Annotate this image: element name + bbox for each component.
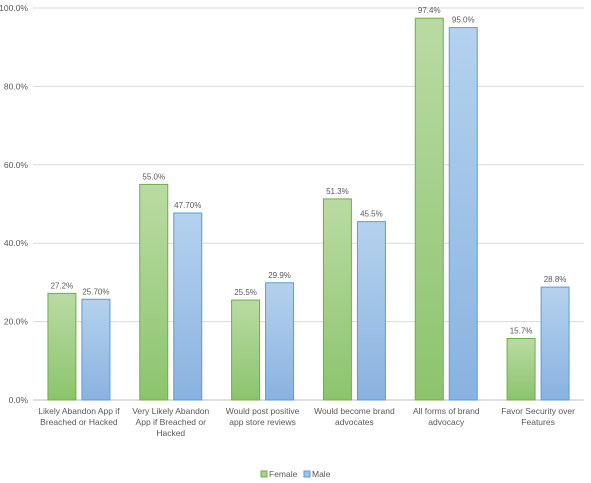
x-tick-label-line: Features — [521, 417, 555, 427]
x-tick-label: All forms of brand advocacy — [413, 406, 480, 427]
x-tick-label-line: advocacy — [428, 417, 465, 427]
x-tick-label-line: Would post positive — [226, 406, 300, 416]
bar-male — [81, 298, 111, 401]
x-tick-label-line: Favor Security over — [501, 406, 575, 416]
bar-female — [322, 198, 352, 401]
bar-male — [356, 221, 386, 401]
data-label: 15.7% — [510, 326, 533, 335]
x-axis: Likely Abandon App if Breached or Hacked V… — [38, 406, 575, 438]
data-label: 27.2% — [51, 281, 74, 290]
x-tick-label: Favor Security over Features — [501, 406, 575, 427]
data-label: 95.0% — [452, 16, 475, 25]
bar-female — [139, 183, 169, 401]
y-tick-label: 60.0% — [4, 160, 29, 170]
x-tick-label-line: app store reviews — [229, 417, 296, 427]
x-tick-label: Very Likely Abandon App if Breached or Hac… — [132, 406, 209, 438]
x-tick-label-line: App if Breached or — [136, 417, 207, 427]
y-tick-label: 40.0% — [4, 238, 29, 248]
legend-label-female: Female — [269, 469, 298, 479]
bar-female — [506, 337, 536, 401]
bar-male — [265, 282, 295, 401]
data-label: 28.8% — [544, 275, 567, 284]
legend-label-male: Male — [312, 469, 331, 479]
data-labels: 27.2% 55.0% 25.5% 51.3% 97.4% 15.7% 25.70% 47.7… — [51, 6, 567, 335]
x-tick-label-line: All forms of brand — [413, 406, 480, 416]
x-tick-label-line: Hacked — [156, 428, 185, 438]
bar-female — [47, 292, 77, 401]
bar-male — [173, 212, 203, 401]
y-tick-label: 20.0% — [4, 317, 29, 327]
gridlines — [33, 7, 584, 401]
bar-male — [540, 286, 570, 401]
x-tick-label-line: advocates — [335, 417, 374, 427]
x-tick-label: Would become brand advocates — [314, 406, 395, 427]
x-tick-label: Would post positive app store reviews — [226, 406, 300, 427]
data-label: 29.9% — [268, 271, 291, 280]
y-tick-label: 0.0% — [9, 395, 29, 405]
y-axis: 0.0% 20.0% 40.0% 60.0% 80.0% 100.0% — [0, 3, 28, 405]
data-label: 55.0% — [142, 172, 165, 181]
bar-female — [414, 17, 444, 401]
y-tick-label: 100.0% — [0, 3, 28, 13]
bar-male — [448, 27, 478, 401]
y-tick-label: 80.0% — [4, 81, 29, 91]
data-label: 45.5% — [360, 210, 383, 219]
x-tick-label-line: Breached or Hacked — [40, 417, 118, 427]
bar-female — [231, 299, 261, 401]
legend: Female Male — [260, 469, 331, 479]
x-tick-label-line: Likely Abandon App if — [38, 406, 120, 416]
data-label: 25.5% — [234, 288, 257, 297]
legend-swatch-male — [303, 470, 311, 478]
bars — [47, 17, 570, 401]
x-tick-label-line: Would become brand — [314, 406, 395, 416]
data-label: 51.3% — [326, 187, 349, 196]
legend-swatch-female — [260, 470, 268, 478]
data-label: 47.70% — [174, 201, 201, 210]
data-label: 97.4% — [418, 6, 441, 15]
data-label: 25.70% — [82, 287, 109, 296]
x-tick-label: Likely Abandon App if Breached or Hacked — [38, 406, 120, 427]
x-tick-label-line: Very Likely Abandon — [132, 406, 209, 416]
